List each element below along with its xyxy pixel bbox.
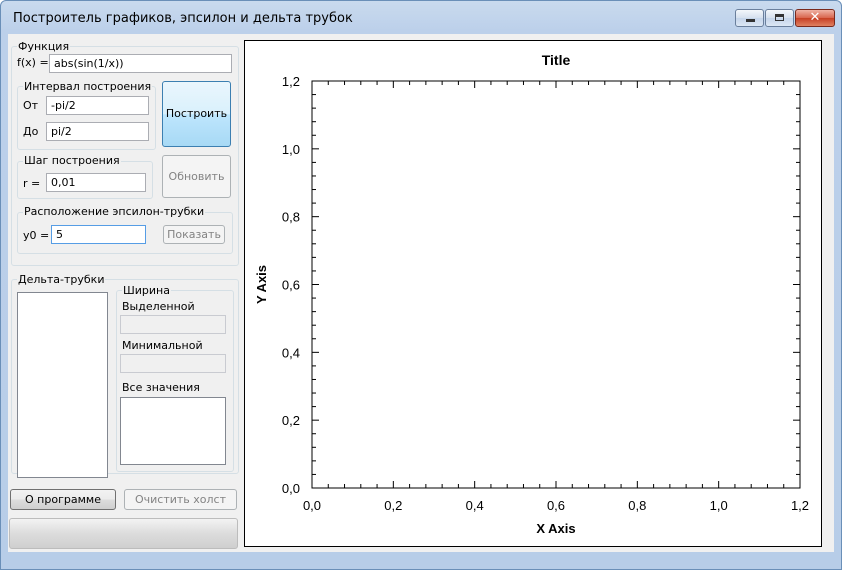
close-button[interactable]: ✕ xyxy=(795,9,835,27)
width-group xyxy=(116,290,234,472)
maximize-button[interactable] xyxy=(765,9,794,27)
update-button[interactable]: Обновить xyxy=(162,155,231,198)
x-tick-label: 0,6 xyxy=(547,498,565,513)
chart-canvas[interactable]: 0,0 0,2 0,4 0,6 0,8 1,0 1,2 0,0 0,2 0,4 0,6 0,8 1,0 1… xyxy=(244,40,822,547)
clear-canvas-button[interactable]: Очистить холст xyxy=(124,489,237,510)
interval-group-title: Интервал построения xyxy=(23,80,153,93)
minimize-icon xyxy=(746,19,755,22)
show-button-label: Показать xyxy=(167,228,221,241)
x-tick-label: 1,0 xyxy=(710,498,728,513)
clear-canvas-button-label: Очистить холст xyxy=(134,493,227,506)
x-axis-label: X Axis xyxy=(536,521,575,536)
x-tick-label: 0,2 xyxy=(384,498,402,513)
y0-input[interactable]: 5 xyxy=(51,225,146,244)
delta-tubes-list[interactable] xyxy=(17,292,108,478)
epsilon-group-title: Расположение эпсилон-трубки xyxy=(23,205,206,218)
maximize-icon xyxy=(775,14,784,21)
from-label: От xyxy=(23,99,39,112)
fx-label: f(x) = xyxy=(17,56,49,69)
about-button[interactable]: О программе xyxy=(10,489,116,510)
title-bar[interactable]: Построитель графиков, эпсилон и дельта т… xyxy=(1,1,841,35)
x-tick-label: 0,4 xyxy=(466,498,484,513)
selected-width-label: Выделенной xyxy=(122,300,195,313)
to-input[interactable]: pi/2 xyxy=(46,122,149,141)
y-tick-label: 0,0 xyxy=(282,481,300,496)
y-tick-label: 0,8 xyxy=(282,210,300,225)
y-tick-label: 0,2 xyxy=(282,413,300,428)
all-values-label: Все значения xyxy=(122,381,200,394)
to-label: До xyxy=(23,125,39,138)
from-input[interactable]: -pi/2 xyxy=(46,96,149,115)
y-axis-label: Y Axis xyxy=(254,265,269,304)
y-tick-label: 0,6 xyxy=(282,278,300,293)
delta-group xyxy=(11,279,239,474)
minimize-button[interactable] xyxy=(735,9,764,27)
all-values-list[interactable] xyxy=(120,397,226,465)
function-group-title: Функция xyxy=(17,40,71,53)
step-group-title: Шаг построения xyxy=(23,154,121,167)
delta-group-title: Дельта-трубки xyxy=(17,273,106,286)
about-button-label: О программе xyxy=(25,493,101,506)
progress-bar xyxy=(9,518,238,549)
y-tick-label: 1,0 xyxy=(282,142,300,157)
show-button[interactable]: Показать xyxy=(163,225,225,244)
selected-width-field xyxy=(120,315,226,334)
plot-area xyxy=(311,80,801,489)
update-button-label: Обновить xyxy=(168,170,225,183)
y-tick-label: 0,4 xyxy=(282,345,300,360)
step-input[interactable]: 0,01 xyxy=(46,173,146,192)
fx-input[interactable]: abs(sin(1/x)) xyxy=(49,54,232,73)
x-tick-label: 0,8 xyxy=(628,498,646,513)
build-button[interactable]: Построить xyxy=(162,81,231,147)
width-group-title: Ширина xyxy=(122,284,171,297)
minimal-width-label: Минимальной xyxy=(122,339,203,352)
window-title: Построитель графиков, эпсилон и дельта т… xyxy=(13,11,353,26)
close-icon: ✕ xyxy=(809,10,821,25)
function-group xyxy=(11,46,239,266)
chart-svg: 0,0 0,2 0,4 0,6 0,8 1,0 1,2 0,0 0,2 0,4 0,6 0,8 1,0 1… xyxy=(254,52,809,536)
x-tick-label: 0,0 xyxy=(303,498,321,513)
minimal-width-field xyxy=(120,354,226,373)
y0-label: y0 = xyxy=(23,229,50,242)
build-button-label: Построить xyxy=(165,107,228,120)
r-label: r = xyxy=(23,177,41,190)
y-tick-label: 1,2 xyxy=(282,74,300,89)
x-tick-label: 1,2 xyxy=(791,498,809,513)
chart-title: Title xyxy=(542,52,571,68)
